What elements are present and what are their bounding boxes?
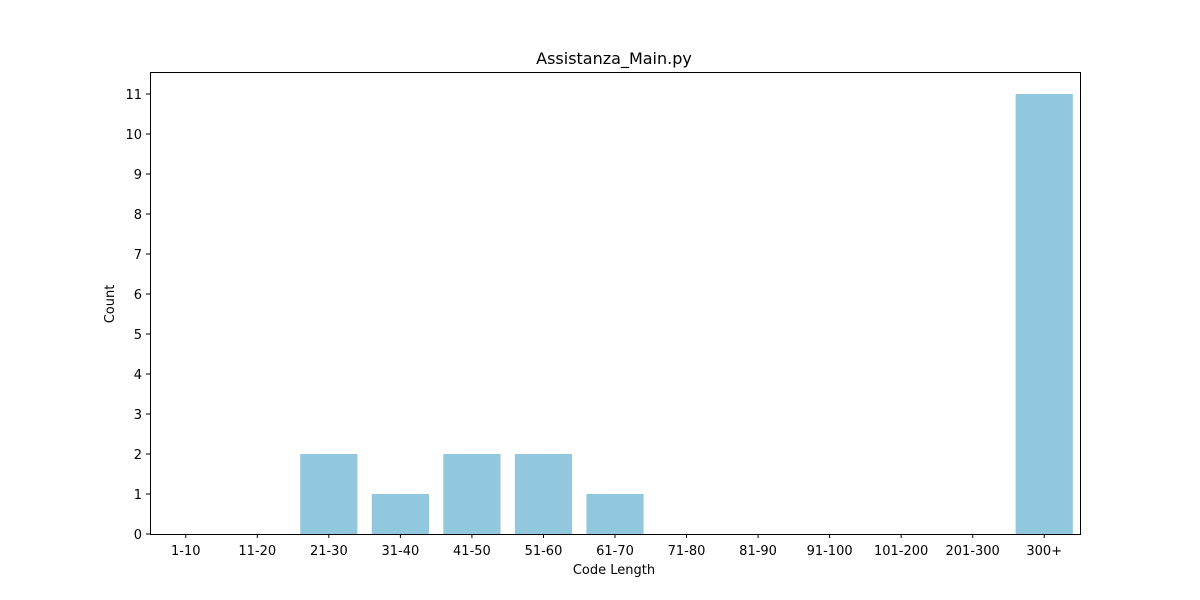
x-tick-label: 11-20: [238, 544, 276, 559]
chart-title: Assistanza_Main.py: [536, 49, 692, 69]
bars-group: [300, 94, 1073, 534]
y-tick-label: 5: [134, 328, 142, 343]
y-tick-label: 9: [134, 168, 142, 183]
bar-51-60: [514, 454, 573, 534]
y-tick-label: 2: [134, 448, 142, 463]
y-tick-label: 1: [134, 488, 142, 503]
y-tick-label: 7: [134, 248, 142, 263]
x-axis-label: Code Length: [573, 563, 655, 578]
x-tick-label: 21-30: [310, 544, 348, 559]
plot-frame: [150, 72, 1081, 535]
x-tick-label: 71-80: [668, 544, 706, 559]
y-tick-label: 10: [125, 128, 142, 143]
y-tick-label: 4: [134, 368, 142, 383]
y-tick-label: 11: [125, 88, 142, 103]
x-tick-label: 41-50: [453, 544, 491, 559]
x-tick-label: 101-200: [874, 544, 928, 559]
x-tick-label: 61-70: [596, 544, 634, 559]
bar-61-70: [586, 494, 644, 534]
x-tick-label: 31-40: [381, 544, 419, 559]
bar-41-50: [443, 454, 501, 534]
x-axis: 1-10 11-20 21-30 31-40 41-50 51-60 61-70 71-80 8…: [171, 534, 1062, 559]
y-tick-label: 8: [134, 208, 142, 223]
bar-31-40: [371, 494, 429, 534]
bar-21-30: [300, 454, 358, 534]
y-tick-label: 3: [134, 408, 142, 423]
y-tick-label: 6: [134, 288, 142, 303]
bar-300+: [1015, 94, 1073, 534]
y-tick-label: 0: [134, 528, 142, 543]
y-axis: 0 1 2 3 4 5 6 7 8 9 10 11: [125, 88, 150, 543]
x-tick-label: 81-90: [739, 544, 777, 559]
y-axis-label: Count: [103, 285, 118, 324]
x-tick-label: 51-60: [525, 544, 563, 559]
x-tick-label: 300+: [1026, 544, 1062, 559]
x-tick-label: 201-300: [946, 544, 1000, 559]
x-tick-label: 1-10: [171, 544, 201, 559]
x-tick-label: 91-100: [807, 544, 853, 559]
